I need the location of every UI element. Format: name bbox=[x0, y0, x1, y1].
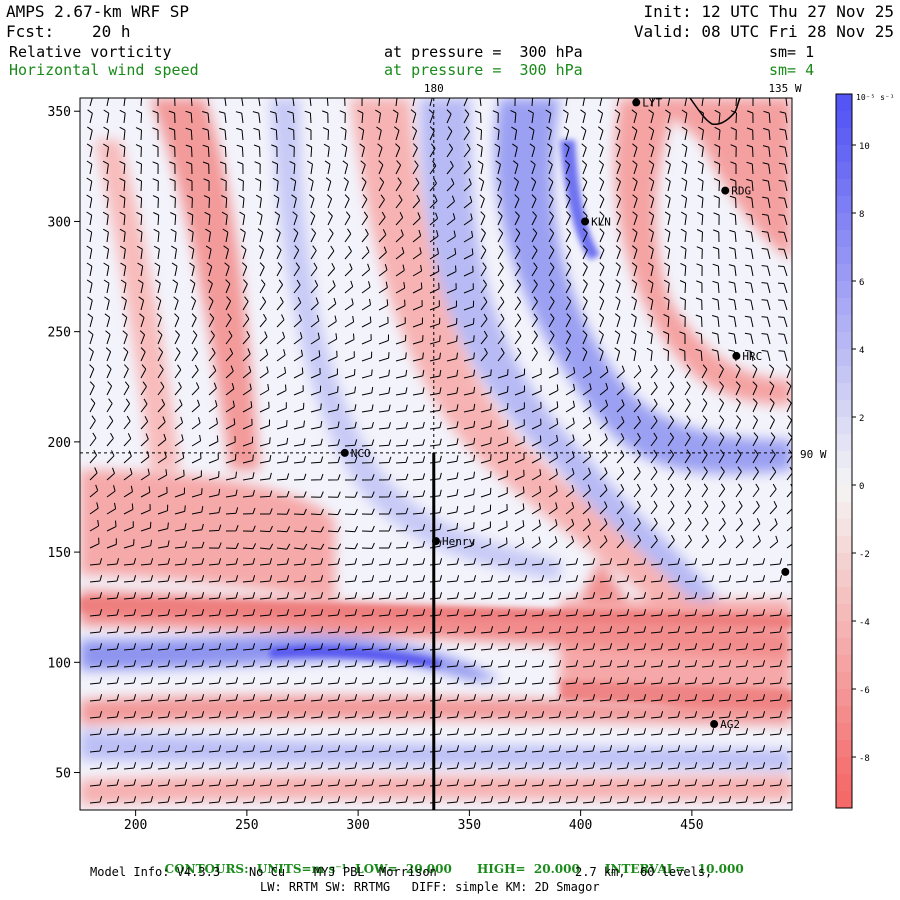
station-label: HRC bbox=[742, 350, 762, 363]
station-label: RDG bbox=[731, 185, 751, 198]
x-tick-label: 450 bbox=[680, 818, 703, 833]
colorbar-step bbox=[836, 383, 852, 401]
colorbar-step bbox=[836, 247, 852, 265]
model-info: Model Info: V4.3.3 No Cu MYJ PBL Morriso… bbox=[90, 866, 437, 878]
x-tick-label: 200 bbox=[124, 818, 147, 833]
colorbar-step bbox=[836, 485, 852, 503]
station-marker bbox=[632, 98, 640, 106]
x-tick-label: 400 bbox=[569, 818, 592, 833]
station-marker bbox=[732, 352, 740, 360]
y-tick-label: 250 bbox=[48, 326, 71, 341]
colorbar-step bbox=[836, 281, 852, 299]
station-label: Henry bbox=[442, 535, 475, 548]
colorbar-step bbox=[836, 434, 852, 452]
physics-info: LW: RRTM SW: RRTMG DIFF: simple KM: 2D S… bbox=[260, 881, 600, 893]
y-tick-label: 200 bbox=[48, 436, 71, 451]
station-marker bbox=[432, 537, 440, 545]
colorbar-step bbox=[836, 366, 852, 384]
colorbar-step bbox=[836, 689, 852, 707]
y-tick-label: 300 bbox=[48, 215, 71, 230]
geo-label-180: 180 bbox=[424, 82, 444, 95]
colorbar-step bbox=[836, 196, 852, 214]
colorbar-step bbox=[836, 757, 852, 775]
colorbar-step bbox=[836, 145, 852, 163]
colorbar-step bbox=[836, 94, 852, 112]
colorbar-step bbox=[836, 417, 852, 435]
colorbar-step bbox=[836, 349, 852, 367]
colorbar-step bbox=[836, 791, 852, 809]
colorbar-step bbox=[836, 315, 852, 333]
y-tick-label: 350 bbox=[48, 105, 71, 120]
geo-label-90w: 90 W bbox=[800, 448, 827, 461]
x-tick-label: 350 bbox=[458, 818, 481, 833]
colorbar-step bbox=[836, 230, 852, 248]
colorbar-step bbox=[836, 179, 852, 197]
colorbar-step bbox=[836, 638, 852, 656]
colorbar-step bbox=[836, 553, 852, 571]
colorbar-step bbox=[836, 451, 852, 469]
colorbar-step bbox=[836, 128, 852, 146]
colorbar-step bbox=[836, 400, 852, 418]
colorbar-step bbox=[836, 213, 852, 231]
colorbar-step bbox=[836, 723, 852, 741]
vorticity-field bbox=[80, 93, 799, 810]
colorbar-step bbox=[836, 621, 852, 639]
colorbar-tick-label: 6 bbox=[859, 278, 864, 288]
colorbar-tick-label: 4 bbox=[859, 346, 864, 356]
station-marker bbox=[581, 217, 589, 225]
colorbar-unit-label: 10⁻⁵ s⁻¹ bbox=[856, 93, 895, 102]
colorbar-step bbox=[836, 706, 852, 724]
colorbar: 10 8 6 4 2 0 -2 -4 -6 -8 10⁻⁵ s⁻¹ bbox=[836, 93, 895, 809]
colorbar-step bbox=[836, 655, 852, 673]
y-tick-label: 50 bbox=[55, 767, 71, 782]
colorbar-step bbox=[836, 587, 852, 605]
colorbar-step bbox=[836, 519, 852, 537]
contours-high: HIGH= 20.000 bbox=[477, 862, 580, 876]
colorbar-tick-label: -8 bbox=[859, 754, 870, 764]
colorbar-step bbox=[836, 570, 852, 588]
colorbar-tick-label: -6 bbox=[859, 686, 870, 696]
x-tick-label: 300 bbox=[346, 818, 369, 833]
y-tick-label: 100 bbox=[48, 656, 71, 671]
station-marker bbox=[721, 187, 729, 195]
station-label: LYT bbox=[642, 96, 662, 109]
geo-label-135w: 135 W bbox=[768, 82, 801, 95]
colorbar-step bbox=[836, 672, 852, 690]
colorbar-step bbox=[836, 111, 852, 129]
colorbar-step bbox=[836, 264, 852, 282]
station-label: AG2 bbox=[720, 718, 740, 731]
station-marker bbox=[781, 568, 789, 576]
colorbar-step bbox=[836, 502, 852, 520]
station-label: NCO bbox=[351, 447, 371, 460]
colorbar-step bbox=[836, 332, 852, 350]
colorbar-tick-label: 8 bbox=[859, 210, 864, 220]
colorbar-step bbox=[836, 536, 852, 554]
y-tick-label: 150 bbox=[48, 546, 71, 561]
colorbar-step bbox=[836, 468, 852, 486]
grid-info: 2.7 km, 60 levels, bbox=[575, 866, 712, 878]
station-label: KLN bbox=[591, 215, 611, 228]
colorbar-tick-label: -4 bbox=[859, 618, 870, 628]
station-marker bbox=[341, 449, 349, 457]
colorbar-tick-label: 10 bbox=[859, 142, 870, 152]
station-marker bbox=[710, 720, 718, 728]
colorbar-step bbox=[836, 740, 852, 758]
colorbar-tick-label: -2 bbox=[859, 550, 870, 560]
colorbar-step bbox=[836, 298, 852, 316]
colorbar-step bbox=[836, 604, 852, 622]
colorbar-step bbox=[836, 162, 852, 180]
colorbar-tick-label: 2 bbox=[859, 414, 864, 424]
colorbar-tick-label: 0 bbox=[859, 482, 864, 492]
x-tick-label: 250 bbox=[235, 818, 258, 833]
colorbar-step bbox=[836, 774, 852, 792]
